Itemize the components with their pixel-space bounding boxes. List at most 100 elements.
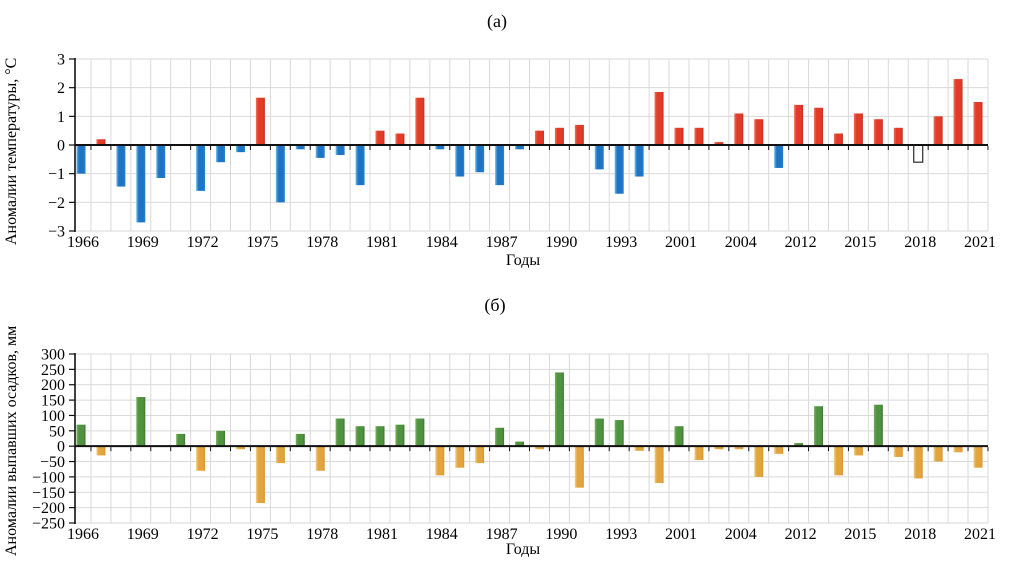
svg-text:2015: 2015 — [844, 526, 876, 543]
bar-1974 — [235, 145, 245, 153]
bar-1973 — [216, 145, 226, 163]
bar-1988 — [515, 145, 525, 150]
bar-1992 — [594, 418, 604, 447]
bar-2001 — [674, 426, 684, 447]
bar-2017 — [893, 446, 903, 457]
bar-2015 — [853, 113, 863, 145]
bars — [76, 372, 983, 504]
bar-1994 — [634, 446, 644, 451]
svg-text:0: 0 — [57, 138, 65, 155]
bar-2021 — [973, 446, 983, 468]
svg-text:2021: 2021 — [964, 234, 996, 251]
bar-1993 — [614, 145, 624, 194]
x-tick-labels: 1966 1969 1972 1975 1978 1981 1984 1987 1990 1993… — [67, 526, 996, 543]
bar-1973 — [216, 430, 226, 447]
bar-1980 — [355, 426, 365, 447]
svg-text:2001: 2001 — [665, 234, 697, 251]
svg-text:1975: 1975 — [246, 526, 278, 543]
zero-axis — [75, 445, 989, 452]
svg-text:2012: 2012 — [785, 526, 817, 543]
bar-2004 — [734, 446, 744, 450]
bar-1994 — [634, 145, 644, 177]
bar-2013 — [814, 107, 824, 145]
svg-text:1978: 1978 — [306, 234, 338, 251]
bar-2019 — [933, 116, 943, 145]
bar-1978 — [315, 446, 325, 471]
bar-1971 — [176, 433, 186, 447]
bar-1987 — [495, 427, 505, 447]
bar-1992 — [594, 145, 604, 170]
bar-2006 — [774, 145, 784, 168]
bar-1989 — [534, 446, 544, 450]
bar-1981 — [375, 426, 385, 447]
bar-1978 — [315, 145, 325, 158]
bar-1980 — [355, 145, 365, 186]
svg-text:50: 50 — [49, 423, 65, 440]
bar-1986 — [475, 145, 485, 173]
svg-text:1981: 1981 — [366, 526, 398, 543]
bar-2017 — [893, 127, 903, 145]
svg-text:1: 1 — [57, 109, 65, 126]
bar-2016 — [873, 404, 883, 447]
svg-text:−150: −150 — [32, 485, 65, 502]
precipitation-anomalies-chart: 300250200150100500−50−100−150−200−250196… — [32, 347, 996, 544]
bar-1982 — [395, 424, 405, 447]
panel-a-label: (а) — [487, 11, 507, 31]
svg-text:1972: 1972 — [187, 526, 219, 543]
bar-1969 — [136, 145, 146, 223]
bar-2016 — [873, 119, 883, 145]
svg-text:−100: −100 — [32, 469, 65, 486]
svg-text:1993: 1993 — [605, 234, 637, 251]
svg-text:2001: 2001 — [665, 526, 697, 543]
bar-1983 — [415, 418, 425, 447]
bar-1969 — [136, 397, 146, 447]
svg-text:1981: 1981 — [366, 234, 398, 251]
svg-text:1987: 1987 — [486, 234, 518, 251]
svg-text:1987: 1987 — [486, 526, 518, 543]
bar-2014 — [833, 133, 843, 145]
bar-1967 — [96, 446, 106, 456]
y-tick-labels: 3 2 1 0 −1 −2 −3 — [48, 52, 65, 241]
bar-1974 — [235, 446, 245, 450]
bar-1981 — [375, 130, 385, 145]
x-tick-labels: 1966 1969 1972 1975 1978 1981 1984 1987 1990 1993… — [67, 234, 996, 251]
bar-2021 — [973, 102, 983, 145]
bar-2004 — [734, 113, 744, 145]
bar-1979 — [335, 418, 345, 447]
bar-1986 — [475, 446, 485, 464]
bar-1989 — [534, 130, 544, 145]
bar-1972 — [196, 446, 206, 471]
bar-1970 — [156, 145, 166, 178]
bar-2014 — [833, 446, 843, 476]
svg-text:−2: −2 — [48, 195, 65, 212]
svg-text:200: 200 — [41, 377, 65, 394]
y-axis-spine — [69, 58, 76, 232]
bar-1972 — [196, 145, 206, 191]
bar-1975 — [255, 446, 265, 504]
bar-1985 — [455, 145, 465, 177]
svg-text:100: 100 — [41, 408, 65, 425]
bar-2012 — [794, 443, 804, 447]
bar-1987 — [495, 145, 505, 186]
svg-text:−250: −250 — [32, 516, 65, 533]
svg-text:1990: 1990 — [545, 234, 577, 251]
svg-text:1990: 1990 — [545, 526, 577, 543]
bar-2001 — [674, 127, 684, 145]
bar-1991 — [574, 446, 584, 488]
svg-text:1984: 1984 — [426, 526, 458, 543]
bar-1977 — [295, 145, 305, 150]
bar-2018 — [913, 144, 924, 163]
svg-text:1969: 1969 — [127, 526, 159, 543]
svg-text:300: 300 — [41, 347, 65, 364]
bar-2006 — [774, 446, 784, 454]
svg-text:3: 3 — [57, 52, 65, 69]
bar-1979 — [335, 145, 345, 156]
bar-1966 — [76, 145, 86, 174]
svg-text:2: 2 — [57, 80, 65, 97]
zero-axis — [75, 144, 989, 150]
bar-2019 — [933, 446, 943, 462]
bar-2005 — [754, 446, 764, 477]
svg-text:1966: 1966 — [67, 526, 99, 543]
